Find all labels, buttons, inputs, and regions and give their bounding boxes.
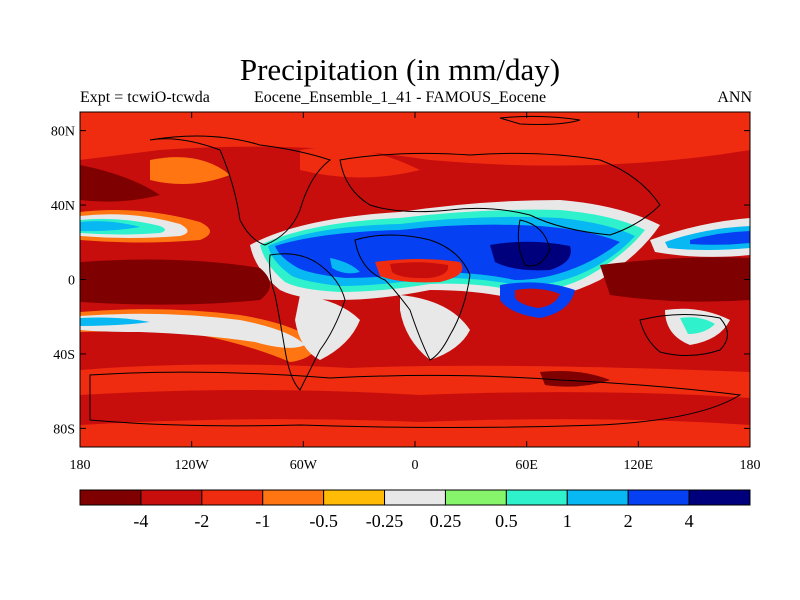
season-label: ANN bbox=[717, 89, 752, 106]
field-band-south-inner bbox=[80, 390, 750, 425]
field-epac-dry bbox=[80, 259, 270, 305]
colorbar-swatch bbox=[688, 489, 751, 506]
colorbar-swatch bbox=[201, 489, 264, 506]
lon-tick-label: 180 bbox=[70, 458, 91, 473]
coast-africa bbox=[354, 234, 471, 361]
field-equator-dry-core bbox=[390, 262, 449, 279]
coastlines bbox=[89, 115, 742, 428]
field-wpac-dry bbox=[600, 257, 750, 302]
colorbar-label: -2 bbox=[194, 511, 209, 531]
colorbar-swatch bbox=[323, 489, 386, 506]
field-band-north bbox=[80, 112, 750, 166]
lon-tick-label: 180 bbox=[740, 458, 761, 473]
lat-tick-label: 40N bbox=[51, 199, 75, 214]
lat-tick-label: 0 bbox=[68, 274, 75, 289]
field-patch-south-dry bbox=[540, 371, 610, 387]
lon-tick-label: 60E bbox=[515, 458, 538, 473]
colorbar-label: 2 bbox=[624, 511, 633, 531]
colorbar-swatch bbox=[262, 489, 325, 506]
field-band-pole bbox=[80, 430, 750, 447]
field-australia-teal bbox=[680, 317, 715, 334]
field-patch-npacific bbox=[80, 165, 160, 202]
field-samerica-neutral bbox=[295, 295, 360, 360]
colorbar-swatch bbox=[384, 489, 446, 506]
coast-australia bbox=[639, 313, 728, 356]
map-field bbox=[80, 112, 750, 447]
coast-south-america bbox=[269, 253, 346, 391]
lon-tick-label: 0 bbox=[412, 458, 419, 473]
field-tropics-inner bbox=[330, 258, 360, 274]
latitude-axis: 80N 40N 0 40S 80S bbox=[51, 125, 750, 437]
colorbar-swatch bbox=[140, 489, 203, 506]
experiment-label: Expt = tcwiO-tcwda bbox=[80, 89, 210, 106]
coast-eurasia bbox=[339, 152, 661, 236]
colorbar-swatch bbox=[79, 489, 142, 506]
lat-tick-label: 80N bbox=[51, 125, 75, 140]
colorbar-swatch bbox=[505, 489, 568, 506]
colorbar: -4 -2 -1 -0.5 -0.25 0.25 0.5 1 2 4 bbox=[79, 489, 751, 531]
colorbar-label: -0.5 bbox=[309, 511, 338, 531]
colorbar-label: 0.25 bbox=[430, 511, 462, 531]
field-patch-northamerica bbox=[150, 157, 230, 184]
field-tropics-navy bbox=[490, 241, 571, 271]
colorbar-label: 1 bbox=[563, 511, 572, 531]
colorbar-swatch bbox=[627, 489, 690, 506]
colorbar-swatch bbox=[566, 489, 629, 506]
field-band-epac-deep bbox=[690, 231, 750, 245]
colorbar-label: -0.25 bbox=[366, 511, 404, 531]
colorbar-label: -4 bbox=[133, 511, 148, 531]
lat-tick-label: 40S bbox=[53, 348, 75, 363]
ensemble-label: Eocene_Ensemble_1_41 - FAMOUS_Eocene bbox=[254, 89, 547, 106]
coast-arctic bbox=[499, 115, 581, 125]
lat-tick-label: 80S bbox=[53, 422, 75, 437]
lon-tick-label: 120W bbox=[175, 458, 210, 473]
colorbar-label: 0.5 bbox=[495, 511, 518, 531]
coast-india bbox=[517, 219, 551, 267]
coast-north-america bbox=[149, 135, 332, 246]
lon-tick-label: 60W bbox=[290, 458, 318, 473]
field-indian-dry bbox=[515, 288, 560, 308]
field-africa-neutral bbox=[400, 295, 470, 360]
lon-tick-label: 120E bbox=[624, 458, 654, 473]
longitude-axis: 180 120W 60W 0 60E 120E 180 bbox=[70, 112, 761, 473]
field-spac-blue bbox=[80, 317, 150, 326]
field-patch-eurasia bbox=[300, 147, 420, 178]
colorbar-label: -1 bbox=[255, 511, 270, 531]
colorbar-label: 4 bbox=[685, 511, 694, 531]
coast-antarctica bbox=[89, 371, 742, 428]
chart-title: Precipitation (in mm/day) bbox=[239, 52, 561, 87]
colorbar-swatch bbox=[444, 489, 507, 506]
field-band-npac-blue bbox=[80, 221, 140, 232]
